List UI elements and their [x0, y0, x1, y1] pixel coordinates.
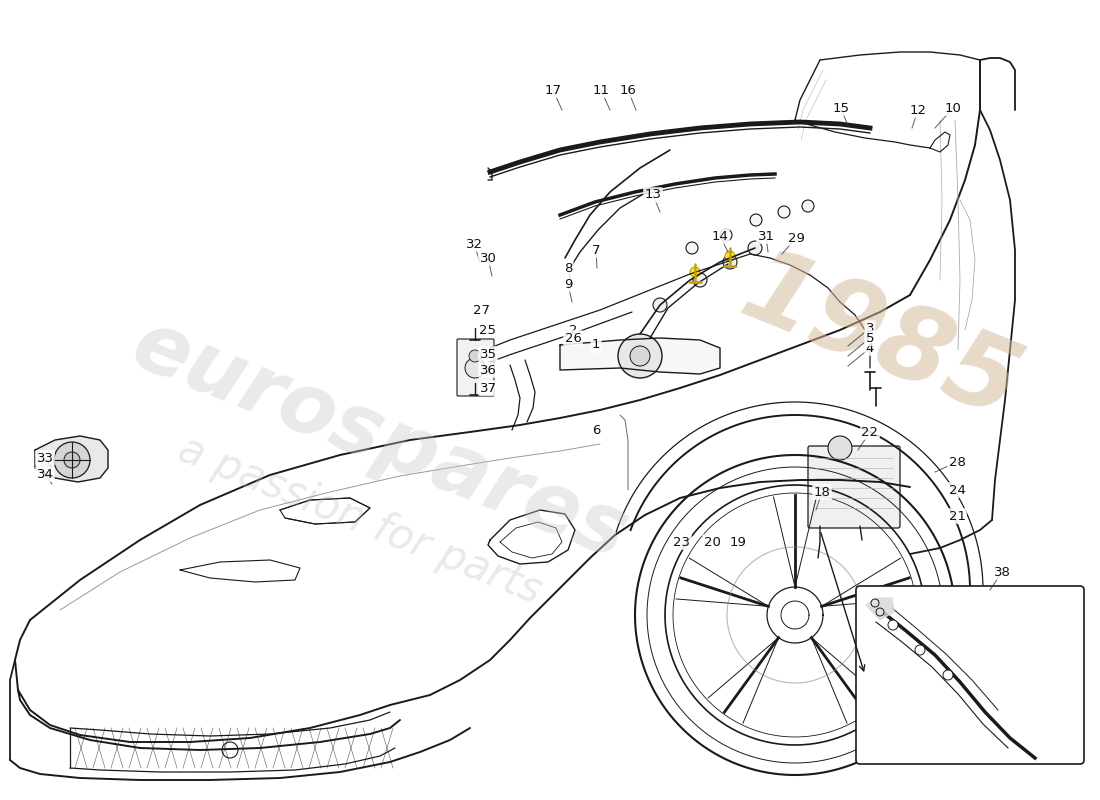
Text: 1985: 1985	[727, 239, 1033, 441]
Circle shape	[876, 608, 884, 616]
Text: 18: 18	[814, 486, 830, 498]
FancyBboxPatch shape	[856, 586, 1084, 764]
Text: 14: 14	[712, 230, 728, 242]
Text: a passion for parts: a passion for parts	[173, 428, 548, 612]
Text: 11: 11	[593, 83, 609, 97]
Circle shape	[720, 229, 732, 241]
Text: 1: 1	[592, 338, 601, 351]
Circle shape	[871, 599, 879, 607]
Text: 13: 13	[645, 189, 661, 202]
Circle shape	[725, 251, 735, 261]
Circle shape	[750, 214, 762, 226]
Text: 36: 36	[480, 363, 496, 377]
Text: 32: 32	[465, 238, 483, 250]
Circle shape	[943, 670, 953, 680]
Circle shape	[465, 358, 485, 378]
Circle shape	[690, 267, 700, 277]
Text: 15: 15	[833, 102, 849, 114]
Text: 17: 17	[544, 83, 561, 97]
Circle shape	[469, 350, 481, 362]
Text: 26: 26	[564, 331, 582, 345]
Circle shape	[778, 206, 790, 218]
Text: 22: 22	[861, 426, 879, 438]
Circle shape	[748, 241, 762, 255]
Circle shape	[915, 645, 925, 655]
Text: 25: 25	[480, 323, 496, 337]
Text: 20: 20	[704, 535, 720, 549]
Text: 30: 30	[480, 251, 496, 265]
Text: 8: 8	[564, 262, 572, 274]
Text: 29: 29	[788, 231, 804, 245]
Text: 9: 9	[564, 278, 572, 290]
Text: 38: 38	[993, 566, 1011, 578]
Circle shape	[915, 645, 925, 655]
Text: 3: 3	[866, 322, 874, 334]
Text: 4: 4	[866, 342, 874, 354]
Text: 19: 19	[729, 535, 747, 549]
Polygon shape	[866, 598, 894, 620]
Polygon shape	[560, 338, 720, 374]
Text: 2: 2	[569, 323, 578, 337]
Circle shape	[618, 334, 662, 378]
FancyBboxPatch shape	[456, 339, 494, 396]
Text: 21: 21	[948, 510, 966, 522]
Text: 37: 37	[480, 382, 496, 394]
Text: 34: 34	[36, 467, 54, 481]
Circle shape	[723, 255, 737, 269]
Text: 33: 33	[36, 451, 54, 465]
Text: 31: 31	[758, 230, 774, 242]
Circle shape	[802, 200, 814, 212]
Circle shape	[828, 436, 852, 460]
Text: 28: 28	[948, 455, 966, 469]
Text: 23: 23	[673, 535, 691, 549]
Circle shape	[54, 442, 90, 478]
Text: 35: 35	[480, 347, 496, 361]
Text: 24: 24	[948, 483, 966, 497]
Polygon shape	[35, 436, 108, 482]
Circle shape	[64, 452, 80, 468]
Circle shape	[630, 346, 650, 366]
Circle shape	[943, 670, 953, 680]
Circle shape	[876, 608, 884, 616]
Text: 7: 7	[592, 243, 601, 257]
Circle shape	[686, 242, 698, 254]
Text: 5: 5	[866, 331, 874, 345]
Text: 6: 6	[592, 423, 601, 437]
FancyBboxPatch shape	[808, 446, 900, 528]
Text: eurospares: eurospares	[121, 304, 639, 576]
Text: 16: 16	[619, 83, 637, 97]
Circle shape	[888, 620, 898, 630]
Text: 10: 10	[945, 102, 961, 114]
Circle shape	[871, 599, 879, 607]
Circle shape	[222, 742, 238, 758]
Text: 12: 12	[910, 103, 926, 117]
Circle shape	[888, 620, 898, 630]
Circle shape	[693, 273, 707, 287]
Text: 27: 27	[473, 303, 491, 317]
Circle shape	[653, 298, 667, 312]
